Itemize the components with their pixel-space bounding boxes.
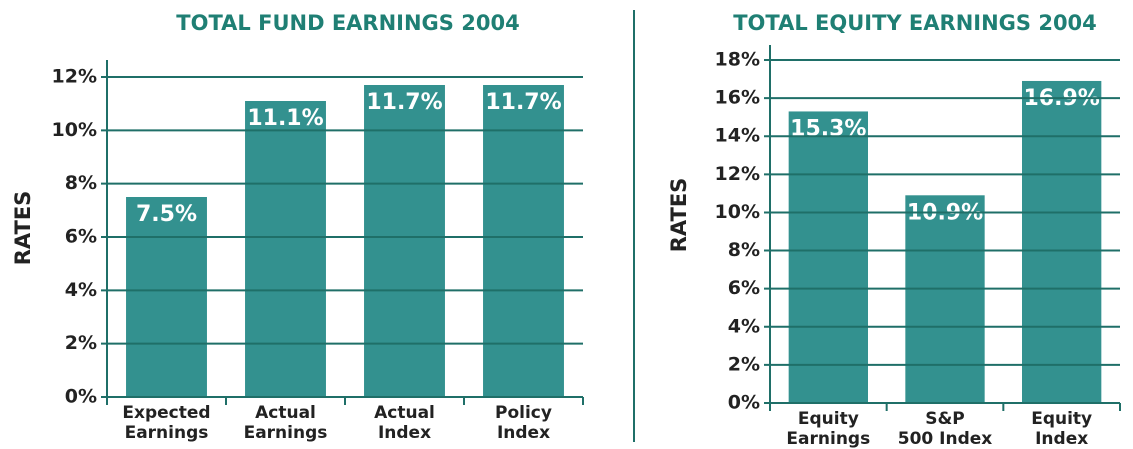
bar (788, 111, 868, 403)
y-tick-label: 2% (65, 332, 97, 354)
bar (364, 85, 445, 397)
bar (483, 85, 564, 397)
value-label: 11.7% (366, 90, 442, 115)
y-tick-label: 10% (715, 201, 760, 223)
value-label: 11.1% (247, 106, 323, 131)
x-tick-label: Expected (122, 403, 210, 423)
bar (245, 101, 326, 397)
x-tick-label: Index (378, 423, 431, 443)
bar (1022, 80, 1102, 403)
x-tick-label: Actual (374, 403, 435, 423)
y-tick-label: 10% (52, 119, 97, 141)
x-tick-label: Actual (255, 403, 316, 423)
y-tick-label: 4% (728, 315, 760, 337)
x-tick-label: 500 Index (898, 429, 993, 449)
value-label: 7.5% (136, 202, 197, 227)
chart-title: TOTAL FUND EARNINGS 2004 (176, 11, 519, 35)
bar (126, 197, 207, 397)
y-tick-label: 0% (728, 392, 760, 414)
y-tick-label: 0% (65, 386, 97, 408)
x-tick-label: Earnings (125, 423, 209, 443)
value-label: 11.7% (485, 90, 561, 115)
x-tick-label: Index (1035, 429, 1088, 449)
y-tick-label: 8% (728, 239, 760, 261)
y-tick-label: 12% (715, 163, 760, 185)
y-tick-label: 8% (65, 172, 97, 194)
y-tick-label: 2% (728, 353, 760, 375)
x-tick-label: Earnings (244, 423, 328, 443)
x-tick-label: Index (497, 423, 550, 443)
y-tick-label: 14% (715, 125, 760, 147)
x-tick-label: Equity (1031, 409, 1092, 429)
y-tick-label: 16% (715, 87, 760, 109)
x-tick-label: Policy (495, 403, 552, 423)
x-tick-label: Equity (798, 409, 859, 429)
y-tick-label: 6% (728, 277, 760, 299)
bar (905, 195, 985, 403)
y-tick-label: 6% (65, 226, 97, 248)
y-tick-label: 18% (715, 49, 760, 71)
x-tick-label: Earnings (786, 429, 870, 449)
x-tick-label: S&P (925, 409, 965, 429)
y-tick-label: 12% (52, 66, 97, 88)
chart-title: TOTAL EQUITY EARNINGS 2004 (733, 11, 1097, 35)
y-axis-label: RATES (11, 191, 35, 266)
value-label: 15.3% (790, 116, 866, 141)
y-axis-label: RATES (667, 178, 691, 253)
y-tick-label: 4% (65, 279, 97, 301)
